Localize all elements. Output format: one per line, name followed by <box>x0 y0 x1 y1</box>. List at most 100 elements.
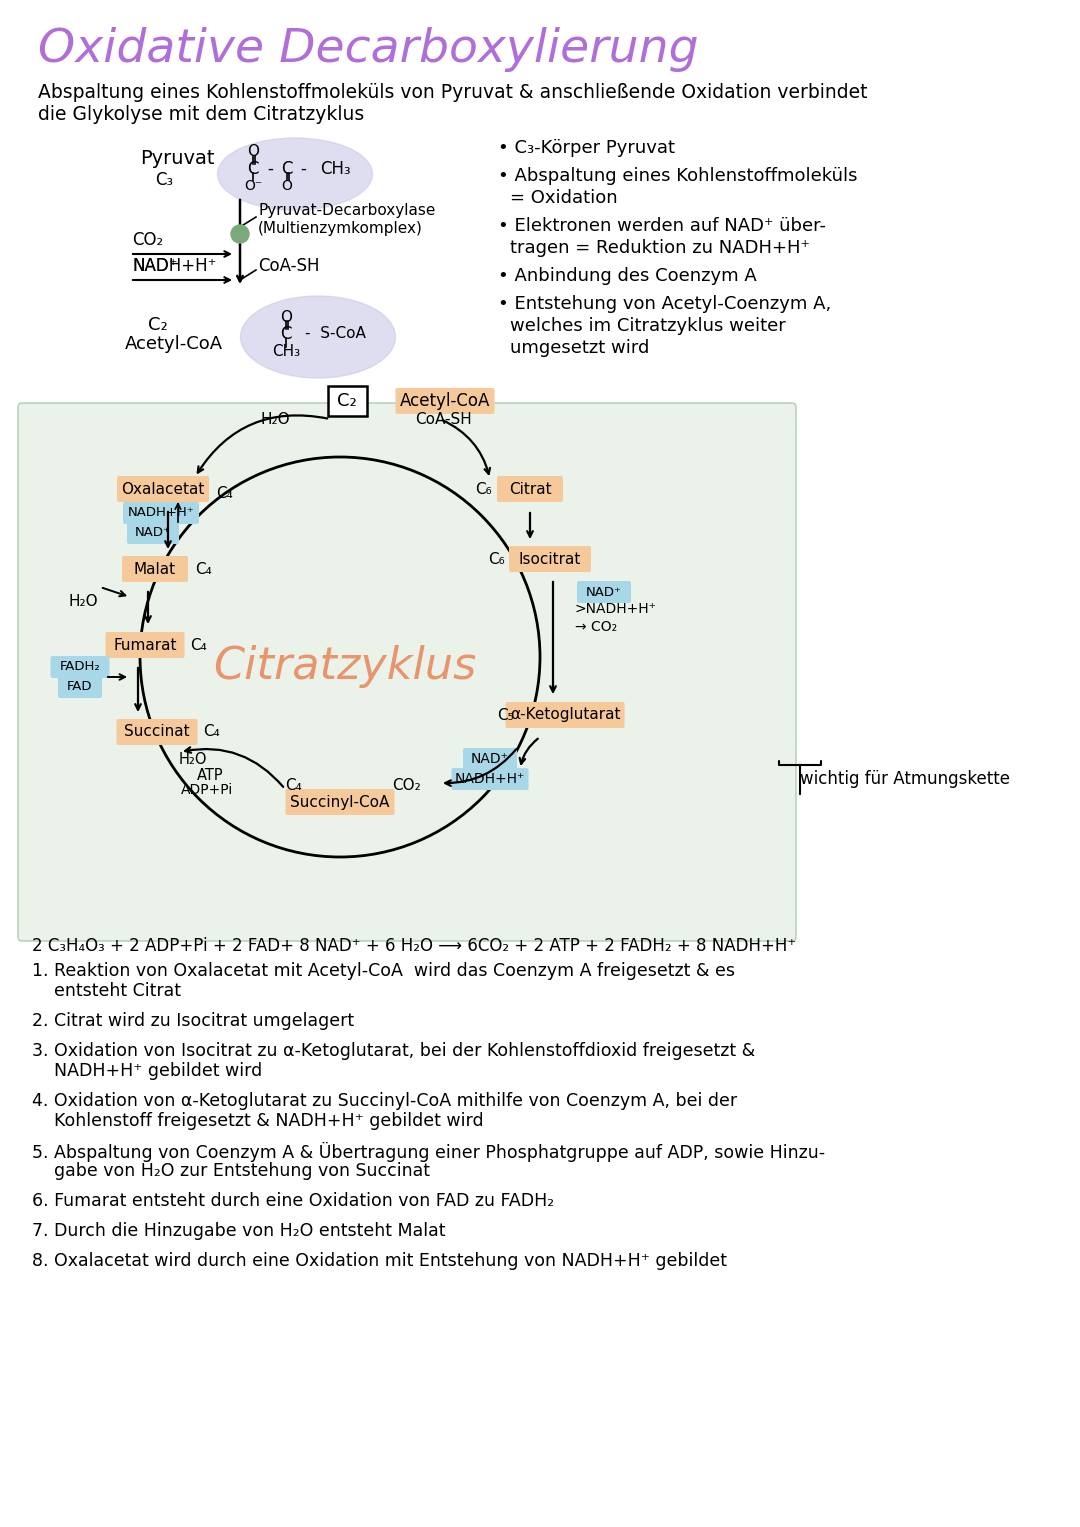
FancyBboxPatch shape <box>117 719 198 745</box>
Text: • Entstehung von Acetyl-Coenzym A,: • Entstehung von Acetyl-Coenzym A, <box>498 295 832 313</box>
Text: C₆: C₆ <box>475 481 491 496</box>
FancyBboxPatch shape <box>463 748 517 770</box>
FancyBboxPatch shape <box>123 502 199 524</box>
FancyBboxPatch shape <box>18 403 796 941</box>
Text: >NADH+H⁺: >NADH+H⁺ <box>575 602 657 615</box>
Text: CO₂: CO₂ <box>132 231 163 249</box>
Text: Pyruvat-Decarboxylase: Pyruvat-Decarboxylase <box>258 203 435 218</box>
Text: 2. Citrat wird zu Isocitrat umgelagert: 2. Citrat wird zu Isocitrat umgelagert <box>32 1012 354 1031</box>
FancyBboxPatch shape <box>58 676 102 698</box>
Text: umgesetzt wird: umgesetzt wird <box>510 339 649 357</box>
Text: O: O <box>280 310 292 325</box>
Text: H₂O: H₂O <box>260 411 289 426</box>
Text: welches im Citratzyklus weiter: welches im Citratzyklus weiter <box>510 318 786 334</box>
Text: C₄: C₄ <box>216 486 233 501</box>
Text: C₂: C₂ <box>148 316 167 334</box>
Text: Pyruvat: Pyruvat <box>140 150 215 168</box>
Text: CH₃: CH₃ <box>272 345 300 359</box>
Text: (Multienzymkomplex): (Multienzymkomplex) <box>258 220 423 235</box>
Text: C₃: C₃ <box>156 171 173 189</box>
Text: -: - <box>300 160 306 179</box>
Text: = Oxidation: = Oxidation <box>510 189 618 208</box>
Text: ADP+Pi: ADP+Pi <box>180 783 233 797</box>
Text: C₆: C₆ <box>488 551 504 567</box>
Text: 5. Abspaltung von Coenzym A & Übertragung einer Phosphatgruppe auf ADP, sowie Hi: 5. Abspaltung von Coenzym A & Übertragun… <box>32 1142 825 1162</box>
Text: Kohlenstoff freigesetzt & NADH+H⁺ gebildet wird: Kohlenstoff freigesetzt & NADH+H⁺ gebild… <box>32 1112 484 1130</box>
Text: Succinat: Succinat <box>124 724 190 739</box>
FancyBboxPatch shape <box>509 547 591 573</box>
Text: Acetyl-CoA: Acetyl-CoA <box>400 392 490 411</box>
Text: NAD⁺: NAD⁺ <box>471 751 509 767</box>
Text: • C₃-Körper Pyruvat: • C₃-Körper Pyruvat <box>498 139 675 157</box>
Text: NADH+H⁺: NADH+H⁺ <box>455 773 525 786</box>
Text: H₂O: H₂O <box>179 751 207 767</box>
Text: CoA-SH: CoA-SH <box>258 257 320 275</box>
Text: NADH+H⁺: NADH+H⁺ <box>127 507 194 519</box>
Text: 8. Oxalacetat wird durch eine Oxidation mit Entstehung von NADH+H⁺ gebildet: 8. Oxalacetat wird durch eine Oxidation … <box>32 1252 727 1270</box>
Text: NAD⁺: NAD⁺ <box>132 257 177 275</box>
Text: O⁻: O⁻ <box>244 179 262 192</box>
FancyBboxPatch shape <box>106 632 185 658</box>
Text: C₄: C₄ <box>203 724 219 739</box>
Text: -  S-CoA: - S-CoA <box>305 327 366 342</box>
Text: O: O <box>247 145 259 159</box>
Text: Acetyl-CoA: Acetyl-CoA <box>125 334 224 353</box>
Text: 4. Oxidation von α-Ketoglutarat zu Succinyl-CoA mithilfe von Coenzym A, bei der: 4. Oxidation von α-Ketoglutarat zu Succi… <box>32 1092 738 1110</box>
Text: -: - <box>267 160 273 179</box>
Text: FAD: FAD <box>67 681 93 693</box>
Text: gabe von H₂O zur Entstehung von Succinat: gabe von H₂O zur Entstehung von Succinat <box>32 1162 430 1180</box>
Text: NADH+H⁺: NADH+H⁺ <box>132 257 216 275</box>
Text: Citrat: Citrat <box>509 481 551 496</box>
Text: C₄: C₄ <box>285 777 301 793</box>
Text: α-Ketoglutarat: α-Ketoglutarat <box>510 707 620 722</box>
Ellipse shape <box>241 296 395 379</box>
Text: → CO₂: → CO₂ <box>575 620 617 634</box>
Text: H₂O: H₂O <box>68 594 97 609</box>
Text: Malat: Malat <box>134 562 176 577</box>
Text: C: C <box>281 160 293 179</box>
Text: FADH₂: FADH₂ <box>59 661 100 673</box>
Text: NAD⁺: NAD⁺ <box>135 527 171 539</box>
Text: 3. Oxidation von Isocitrat zu α-Ketoglutarat, bei der Kohlenstoffdioxid freigese: 3. Oxidation von Isocitrat zu α-Ketoglut… <box>32 1041 755 1060</box>
Ellipse shape <box>217 137 373 211</box>
Text: Succinyl-CoA: Succinyl-CoA <box>291 794 390 809</box>
Text: Fumarat: Fumarat <box>113 637 177 652</box>
Text: CH₃: CH₃ <box>320 160 351 179</box>
Text: 6. Fumarat entsteht durch eine Oxidation von FAD zu FADH₂: 6. Fumarat entsteht durch eine Oxidation… <box>32 1193 554 1209</box>
Text: Oxidative Decarboxylierung: Oxidative Decarboxylierung <box>38 26 699 72</box>
Text: • Elektronen werden auf NAD⁺ über-: • Elektronen werden auf NAD⁺ über- <box>498 217 826 235</box>
FancyBboxPatch shape <box>285 789 394 815</box>
FancyBboxPatch shape <box>451 768 528 789</box>
Text: Abspaltung eines Kohlenstoffmoleküls von Pyruvat & anschließende Oxidation verbi: Abspaltung eines Kohlenstoffmoleküls von… <box>38 82 867 101</box>
FancyBboxPatch shape <box>497 476 563 502</box>
FancyBboxPatch shape <box>122 556 188 582</box>
FancyBboxPatch shape <box>577 580 631 603</box>
Text: • Anbindung des Coenzym A: • Anbindung des Coenzym A <box>498 267 757 286</box>
Text: Citratzyklus: Citratzyklus <box>214 646 476 689</box>
FancyBboxPatch shape <box>51 657 109 678</box>
Circle shape <box>231 224 249 243</box>
Text: C: C <box>280 325 292 344</box>
Text: O: O <box>282 179 293 192</box>
Text: C₄: C₄ <box>195 562 212 577</box>
Text: C: C <box>247 160 259 179</box>
Text: NADH+H⁺ gebildet wird: NADH+H⁺ gebildet wird <box>32 1061 262 1080</box>
FancyBboxPatch shape <box>395 388 495 414</box>
Text: Oxalacetat: Oxalacetat <box>121 481 205 496</box>
FancyBboxPatch shape <box>117 476 210 502</box>
Text: • Abspaltung eines Kohlenstoffmoleküls: • Abspaltung eines Kohlenstoffmoleküls <box>498 166 858 185</box>
Text: entsteht Citrat: entsteht Citrat <box>32 982 181 1000</box>
Text: die Glykolyse mit dem Citratzyklus: die Glykolyse mit dem Citratzyklus <box>38 105 364 125</box>
Text: CoA-SH: CoA-SH <box>415 411 472 426</box>
Text: C₅: C₅ <box>497 707 514 722</box>
FancyBboxPatch shape <box>505 702 624 728</box>
Text: Isocitrat: Isocitrat <box>518 551 581 567</box>
Text: 1. Reaktion von Oxalacetat mit Acetyl-CoA  wird das Coenzym A freigesetzt & es: 1. Reaktion von Oxalacetat mit Acetyl-Co… <box>32 962 735 980</box>
Text: wichtig für Atmungskette: wichtig für Atmungskette <box>800 770 1010 788</box>
FancyBboxPatch shape <box>127 522 179 544</box>
Text: tragen = Reduktion zu NADH+H⁺: tragen = Reduktion zu NADH+H⁺ <box>510 240 810 257</box>
Text: 2 C₃H₄O₃ + 2 ADP+Pi + 2 FAD+ 8 NAD⁺ + 6 H₂O ⟶ 6CO₂ + 2 ATP + 2 FADH₂ + 8 NADH+H⁺: 2 C₃H₄O₃ + 2 ADP+Pi + 2 FAD+ 8 NAD⁺ + 6 … <box>32 938 796 954</box>
Text: 7. Durch die Hinzugabe von H₂O entsteht Malat: 7. Durch die Hinzugabe von H₂O entsteht … <box>32 1222 446 1240</box>
FancyBboxPatch shape <box>328 386 367 415</box>
Text: CO₂: CO₂ <box>392 777 421 793</box>
